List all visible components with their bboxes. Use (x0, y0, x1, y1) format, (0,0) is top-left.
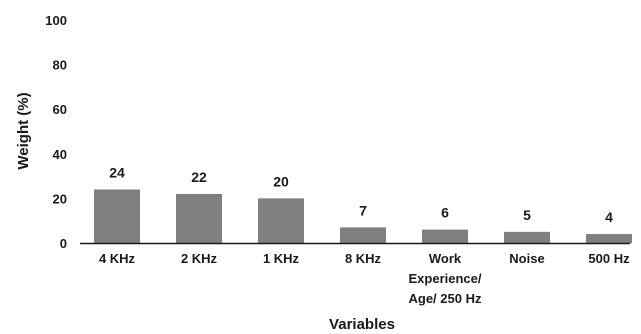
data-labels: 24 22 20 7 6 5 4 (109, 164, 613, 225)
x-tick-label: 2 KHz (181, 251, 218, 266)
bar (504, 231, 550, 243)
bar-data-label: 24 (109, 164, 125, 180)
bar (586, 234, 632, 243)
x-tick-label: 8 KHz (345, 251, 382, 266)
bar-data-label: 20 (273, 173, 289, 189)
bar-data-label: 7 (359, 202, 367, 218)
y-tick-label: 60 (53, 102, 67, 117)
bar (258, 198, 304, 243)
x-tick-label: Age/ 250 Hz (409, 291, 482, 306)
bar-data-label: 4 (605, 209, 613, 225)
bar (94, 189, 140, 243)
x-tick-label: Experience/ (409, 271, 482, 286)
y-axis-ticks: 0 20 40 60 80 100 (45, 13, 67, 251)
bar-data-label: 6 (441, 205, 449, 221)
y-axis-label: Weight (%) (15, 92, 32, 169)
x-tick-label: Noise (509, 251, 544, 266)
x-tick-label: 4 KHz (99, 251, 136, 266)
x-tick-label: 500 Hz (588, 251, 630, 266)
x-axis-label: Variables (329, 316, 395, 333)
bar (422, 229, 468, 243)
category-labels: 4 KHz 2 KHz 1 KHz 8 KHz Work Experience/Age/ … (99, 251, 630, 306)
bar (340, 227, 386, 243)
x-tick-label: 1 KHz (263, 251, 300, 266)
y-tick-label: 80 (53, 58, 67, 73)
bars (94, 189, 632, 243)
x-tick-label: Work (429, 251, 462, 266)
y-tick-label: 20 (53, 191, 67, 206)
bar (176, 193, 222, 243)
bar-data-label: 5 (523, 207, 531, 223)
y-tick-label: 100 (45, 13, 67, 28)
y-tick-label: 0 (60, 236, 67, 251)
y-tick-label: 40 (53, 147, 67, 162)
bar-data-label: 22 (191, 169, 207, 185)
